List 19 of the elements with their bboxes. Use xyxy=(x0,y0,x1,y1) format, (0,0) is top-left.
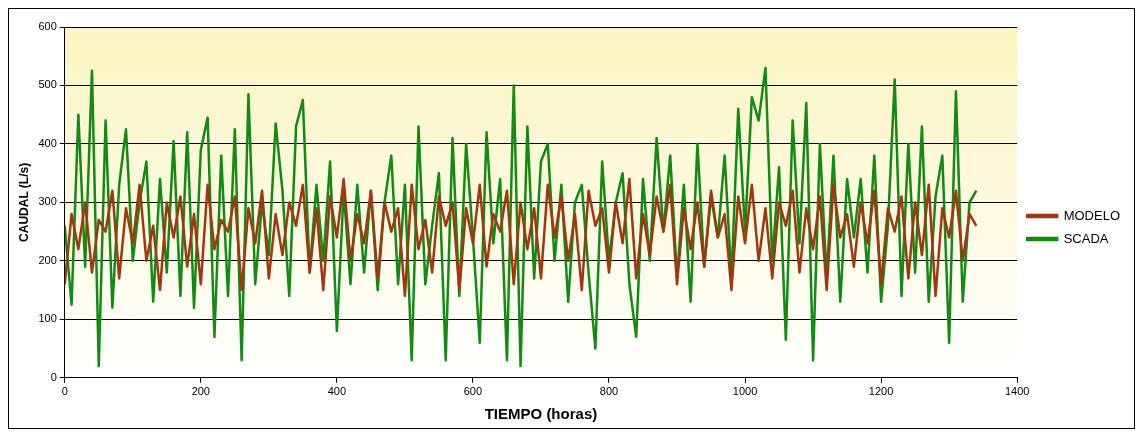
legend-label: SCADA xyxy=(1063,230,1109,246)
x-tick-label: 1400 xyxy=(1004,385,1030,398)
x-tick-label: 1200 xyxy=(868,385,894,398)
y-tick-label: 400 xyxy=(38,136,57,149)
legend-label: MODELO xyxy=(1063,207,1120,223)
y-axis-title: CAUDAL (L/s) xyxy=(16,162,31,242)
y-tick-label: 0 xyxy=(50,370,57,383)
x-tick-label: 600 xyxy=(463,385,483,398)
x-tick-label: 0 xyxy=(61,385,68,398)
x-tick-label: 400 xyxy=(327,385,347,398)
y-tick-label: 600 xyxy=(38,20,57,33)
x-tick-label: 1000 xyxy=(732,385,758,398)
y-tick-label: 500 xyxy=(38,78,57,91)
y-tick-label: 300 xyxy=(38,195,57,208)
y-tick-label: 200 xyxy=(38,253,57,266)
x-tick-label: 800 xyxy=(599,385,619,398)
x-axis-title: TIEMPO (horas) xyxy=(484,405,598,423)
y-tick-label: 100 xyxy=(38,312,57,325)
x-tick-label: 200 xyxy=(191,385,210,398)
